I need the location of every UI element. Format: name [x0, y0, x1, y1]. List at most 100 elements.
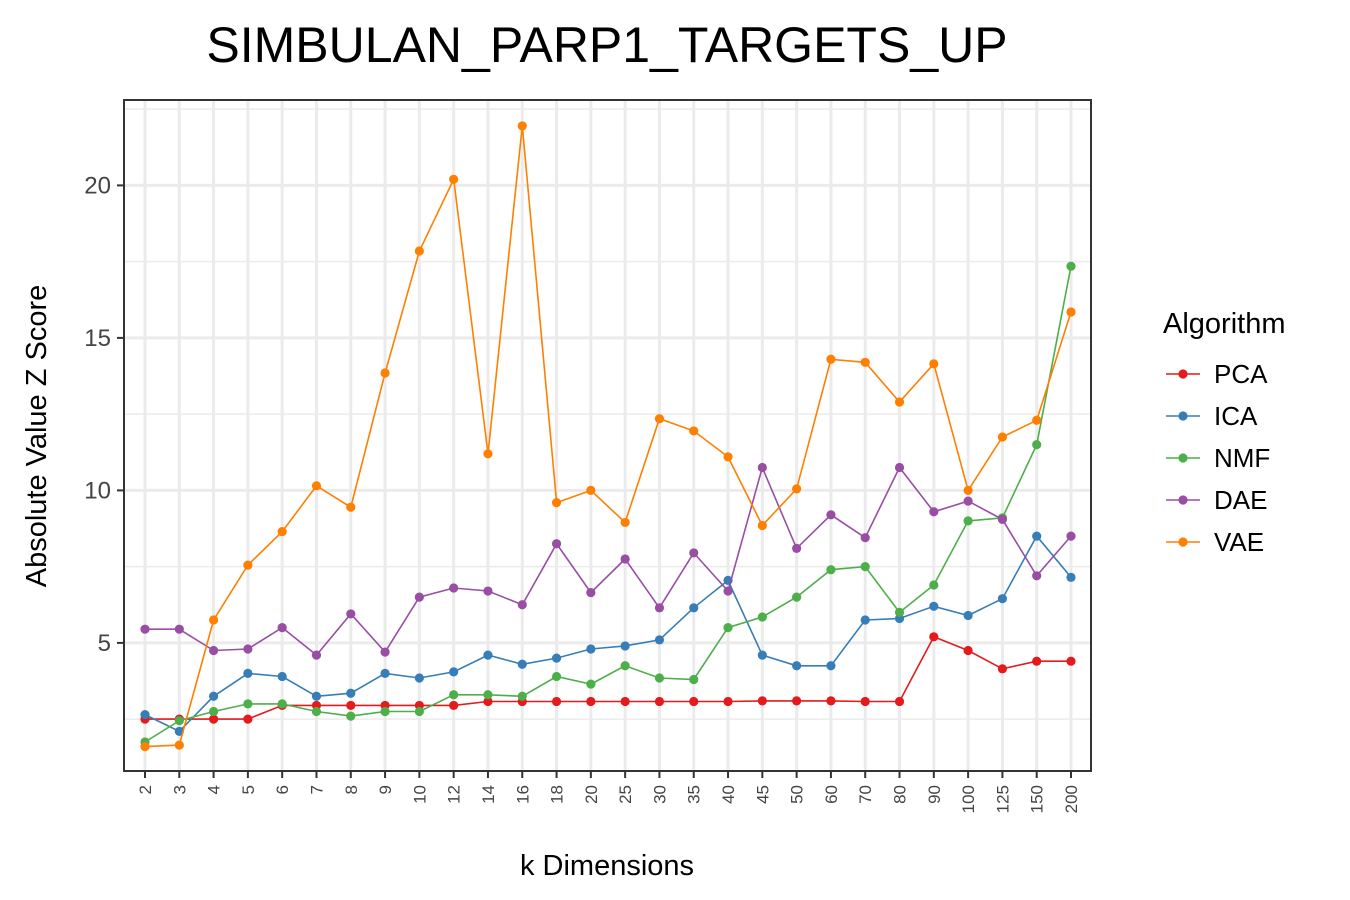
data-point [483, 449, 493, 459]
data-point [551, 653, 562, 663]
data-point [929, 580, 939, 590]
legend-title: Algorithm [1163, 308, 1286, 340]
data-point [620, 641, 630, 651]
data-point [483, 690, 493, 700]
data-point [1032, 415, 1042, 425]
data-point [243, 644, 253, 654]
data-point [208, 714, 219, 724]
data-point [1032, 440, 1042, 450]
data-point [792, 661, 802, 671]
chart-title: SIMBULAN_PARP1_TARGETS_UP [206, 17, 1007, 73]
data-point [792, 543, 802, 553]
series-line [144, 534, 1072, 733]
x-tick-label: 150 [1028, 785, 1047, 813]
data-point [586, 696, 596, 707]
data-point [963, 516, 973, 526]
data-point [380, 647, 390, 657]
data-point [414, 706, 424, 717]
x-axis: 2 3 4 5 6 7 8 9 10 12 14 16 18 20 25 30 35 40 45 50 60 70 80 90… [136, 771, 1081, 813]
data-point [449, 690, 459, 700]
x-tick-label: 10 [410, 785, 429, 804]
data-point [860, 357, 870, 367]
data-point [723, 623, 733, 633]
data-point [346, 688, 356, 698]
data-point [346, 502, 356, 512]
x-tick-label: 100 [959, 785, 978, 813]
data-point [551, 539, 562, 549]
data-point [929, 632, 939, 642]
data-point [723, 586, 733, 596]
y-tick-label: 10 [84, 477, 111, 504]
x-tick-label: 18 [548, 785, 567, 804]
legend-key-point [1178, 537, 1188, 547]
x-tick-label: 35 [685, 785, 704, 804]
data-point [826, 661, 836, 671]
legend-key-point [1178, 411, 1188, 421]
series-line [144, 266, 1072, 743]
x-tick-label: 16 [513, 785, 532, 804]
x-tick-label: 90 [925, 785, 944, 804]
data-point [689, 696, 699, 707]
series-vae [140, 121, 1076, 752]
x-tick-label: 20 [582, 785, 601, 804]
y-tick-label: 5 [98, 630, 111, 657]
data-point [689, 426, 699, 436]
data-point [894, 397, 905, 407]
data-point [1032, 656, 1042, 666]
data-point [380, 668, 390, 679]
x-tick-label: 60 [822, 785, 841, 804]
data-point [757, 612, 767, 622]
data-point [311, 650, 322, 660]
x-tick-label: 50 [788, 785, 807, 804]
data-point [277, 699, 287, 709]
data-point [894, 462, 905, 473]
x-tick-label: 25 [616, 785, 635, 804]
data-point [414, 673, 424, 683]
data-point [208, 645, 219, 656]
legend-item-pca: PCA [1166, 359, 1268, 389]
data-point [757, 462, 767, 473]
data-point [551, 696, 562, 707]
x-tick-label: 5 [239, 785, 258, 794]
data-point [963, 496, 973, 506]
data-point [1066, 307, 1076, 317]
data-point [689, 548, 699, 558]
data-point [997, 664, 1008, 674]
data-point [414, 592, 424, 602]
data-point [311, 706, 322, 717]
x-tick-label: 80 [891, 785, 910, 804]
x-tick-label: 30 [650, 785, 669, 804]
grid-lines [124, 100, 1091, 771]
data-point [174, 740, 184, 750]
data-point [963, 485, 973, 495]
data-point [243, 714, 253, 724]
legend-label: VAE [1214, 527, 1264, 557]
data-point [346, 609, 356, 619]
data-point [243, 668, 253, 679]
legend-item-ica: ICA [1166, 401, 1258, 431]
data-point [654, 673, 665, 683]
data-point [963, 610, 973, 621]
data-point [723, 452, 733, 462]
data-point [689, 674, 699, 685]
x-tick-label: 3 [170, 785, 189, 794]
data-point [380, 368, 390, 378]
x-tick-label: 6 [273, 785, 292, 794]
legend: Algorithm PCA ICA NMF DAE VAE [1163, 308, 1286, 557]
data-point [483, 696, 493, 707]
plot-panel-border [123, 99, 1092, 772]
legend-item-vae: VAE [1166, 527, 1264, 557]
data-point [449, 583, 459, 593]
data-point [654, 603, 665, 613]
series-nmf [140, 261, 1076, 747]
data-point [792, 592, 802, 602]
data-point [1066, 531, 1076, 541]
y-tick-label: 15 [84, 325, 111, 352]
data-point [586, 679, 596, 689]
data-point [517, 600, 527, 610]
data-point [551, 498, 562, 508]
data-point [277, 526, 287, 537]
legend-label: NMF [1214, 443, 1270, 473]
data-point [860, 696, 870, 707]
x-tick-label: 40 [719, 785, 738, 804]
